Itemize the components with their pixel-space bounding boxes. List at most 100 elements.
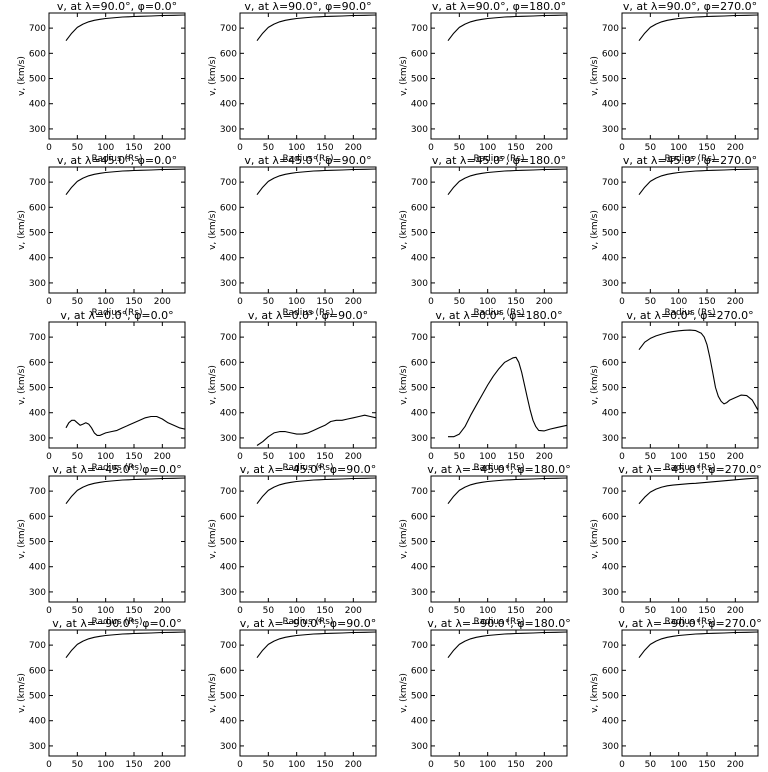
- x-tick-label: 0: [619, 297, 625, 307]
- series-line: [256, 477, 377, 505]
- panel-title: v, at λ=−45.0°, φ=90.0°: [240, 463, 376, 476]
- x-tick-label: 0: [428, 452, 434, 462]
- x-tick-label: 50: [645, 760, 657, 768]
- panel-4-3: v, at λ=−90.0°, φ=270.0° 0 50 100 150 200 300 4…: [590, 617, 762, 772]
- x-tick-label: 0: [46, 606, 52, 616]
- x-tick-label: 200: [154, 606, 171, 616]
- panel-title: v, at λ=0.0°, φ=0.0°: [60, 309, 173, 322]
- y-tick-label: 500: [411, 384, 428, 394]
- x-tick-label: 50: [263, 452, 275, 462]
- y-axis-label: v, (km/s): [590, 365, 600, 405]
- x-tick-label: 100: [97, 760, 114, 768]
- x-tick-label: 200: [154, 760, 171, 768]
- x-tick-label: 50: [454, 143, 466, 153]
- x-tick-label: 100: [670, 297, 687, 307]
- y-tick-label: 300: [411, 588, 428, 598]
- y-tick-label: 500: [220, 692, 237, 702]
- panel-title: v, at λ=−90.0°, φ=0.0°: [52, 617, 181, 630]
- x-tick-label: 150: [316, 606, 333, 616]
- x-tick-label: 150: [316, 760, 333, 768]
- series-line: [65, 477, 186, 505]
- x-tick-label: 150: [698, 606, 715, 616]
- plot-frame: [621, 12, 759, 140]
- panel-0-2: v, at λ=90.0°, φ=180.0° 0 50 100 150 200 300 40…: [399, 0, 568, 164]
- y-tick-label: 300: [602, 125, 619, 135]
- panel-title: v, at λ=45.0°, φ=270.0°: [623, 154, 757, 167]
- x-tick-label: 0: [237, 760, 243, 768]
- plot-frame: [621, 475, 759, 603]
- y-tick-label: 600: [602, 512, 619, 522]
- x-tick-label: 150: [316, 143, 333, 153]
- x-tick-label: 0: [237, 606, 243, 616]
- y-tick-label: 300: [602, 279, 619, 289]
- y-tick-label: 600: [411, 49, 428, 59]
- y-tick-label: 400: [220, 254, 237, 264]
- y-tick-label: 400: [602, 254, 619, 264]
- plot-frame: [239, 166, 377, 294]
- x-tick-label: 50: [454, 606, 466, 616]
- panel-title: v, at λ=45.0°, φ=180.0°: [432, 154, 566, 167]
- y-tick-label: 700: [220, 487, 237, 497]
- panel-title: v, at λ=45.0°, φ=90.0°: [244, 154, 371, 167]
- y-tick-label: 400: [411, 717, 428, 727]
- y-tick-label: 500: [29, 538, 46, 548]
- x-tick-label: 200: [727, 297, 744, 307]
- x-tick-label: 50: [263, 143, 275, 153]
- y-tick-label: 400: [220, 563, 237, 573]
- x-tick-label: 0: [237, 297, 243, 307]
- x-tick-label: 50: [72, 760, 84, 768]
- y-tick-label: 300: [29, 434, 46, 444]
- panel-1-1: v, at λ=45.0°, φ=90.0° 0 50 100 150 200 300 400…: [208, 154, 377, 318]
- y-tick-label: 400: [29, 563, 46, 573]
- plot-frame: [430, 166, 568, 294]
- x-tick-label: 0: [619, 452, 625, 462]
- y-axis-label: v, (km/s): [208, 673, 218, 713]
- panel-title: v, at λ=0.0°, φ=270.0°: [626, 309, 753, 322]
- x-tick-label: 150: [507, 297, 524, 307]
- plot-frame: [239, 475, 377, 603]
- x-axis-label: Radius (Rs): [91, 463, 142, 473]
- x-tick-label: 100: [97, 143, 114, 153]
- x-tick-label: 50: [72, 297, 84, 307]
- y-tick-label: 500: [602, 75, 619, 85]
- x-tick-label: 200: [536, 452, 553, 462]
- y-tick-label: 600: [411, 512, 428, 522]
- series-line: [256, 168, 377, 196]
- y-tick-label: 600: [220, 512, 237, 522]
- x-tick-label: 50: [72, 606, 84, 616]
- panel-3-0: v, at λ=−45.0°, φ=0.0° 0 50 100 150 200 300 400…: [17, 463, 186, 627]
- x-tick-label: 150: [698, 143, 715, 153]
- x-axis-label: Radius (Rs): [473, 617, 524, 627]
- y-tick-label: 300: [29, 279, 46, 289]
- y-tick-label: 400: [220, 409, 237, 419]
- panel-3-1: v, at λ=−45.0°, φ=90.0° 0 50 100 150 200 300 40…: [208, 463, 377, 627]
- series-line: [638, 329, 759, 411]
- x-axis-label: Radius (Rs): [664, 463, 715, 473]
- x-tick-label: 150: [316, 297, 333, 307]
- y-axis-label: v, (km/s): [17, 365, 27, 405]
- plot-frame: [430, 321, 568, 449]
- x-tick-label: 0: [237, 143, 243, 153]
- y-axis-label: v, (km/s): [399, 519, 409, 559]
- y-tick-label: 600: [29, 203, 46, 213]
- y-tick-label: 300: [29, 742, 46, 752]
- x-tick-label: 150: [125, 452, 142, 462]
- panel-title: v, at λ=−90.0°, φ=180.0°: [427, 617, 570, 630]
- x-tick-label: 100: [288, 297, 305, 307]
- y-tick-label: 500: [29, 229, 46, 239]
- y-tick-label: 700: [602, 641, 619, 651]
- series-line: [65, 168, 186, 196]
- x-tick-label: 150: [125, 297, 142, 307]
- panel-0-0: v, at λ=90.0°, φ=0.0° 0 50 100 150 200 300 400 5…: [17, 0, 186, 164]
- x-tick-label: 50: [454, 760, 466, 768]
- x-axis-label: Radius (Rs): [664, 617, 715, 627]
- x-tick-label: 200: [536, 143, 553, 153]
- panel-4-0: v, at λ=−90.0°, φ=0.0° 0 50 100 150 200 300 400…: [17, 617, 186, 772]
- panel-title: v, at λ=0.0°, φ=90.0°: [248, 309, 368, 322]
- x-axis-label: Radius (Rs): [473, 154, 524, 164]
- x-tick-label: 200: [154, 297, 171, 307]
- x-tick-label: 100: [479, 452, 496, 462]
- y-tick-label: 600: [602, 358, 619, 368]
- y-tick-label: 700: [29, 487, 46, 497]
